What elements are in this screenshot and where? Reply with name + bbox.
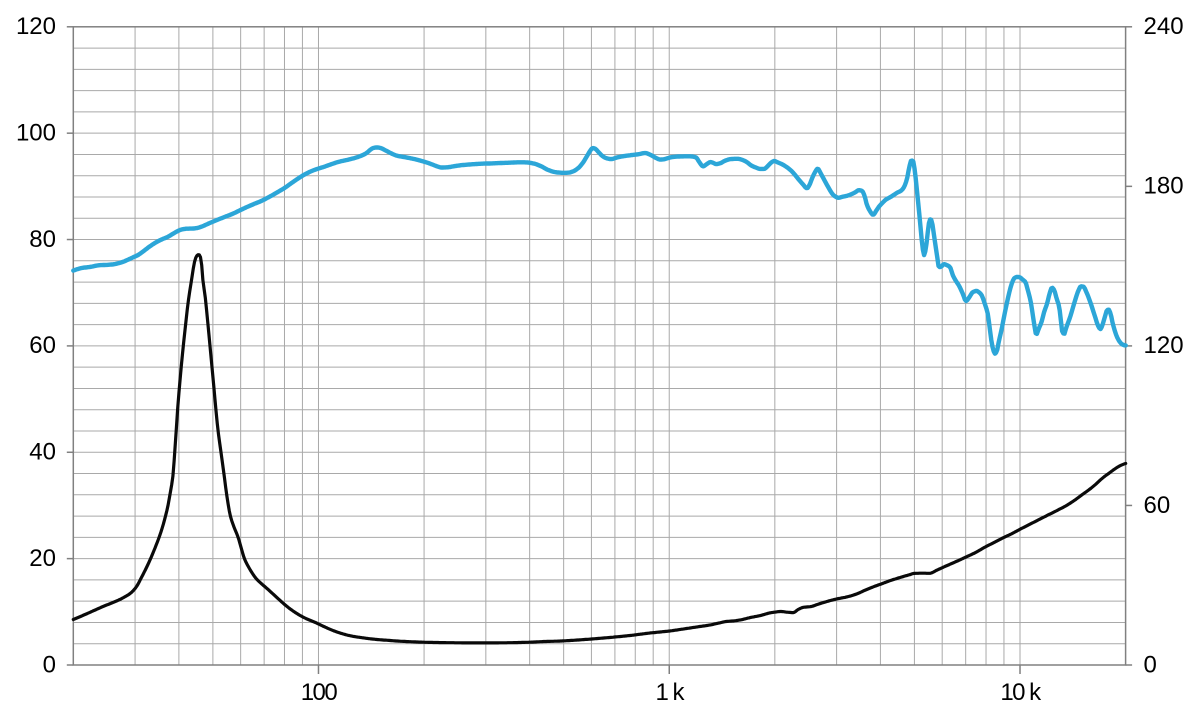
- svg-text:0: 0: [43, 651, 56, 678]
- svg-text:100: 100: [301, 679, 338, 706]
- svg-text:120: 120: [1144, 332, 1184, 359]
- svg-text:1 k: 1 k: [655, 679, 685, 706]
- svg-text:80: 80: [29, 226, 56, 253]
- svg-text:10 k: 10 k: [1000, 679, 1042, 706]
- svg-text:240: 240: [1144, 13, 1184, 40]
- svg-text:120: 120: [16, 13, 56, 40]
- svg-text:40: 40: [29, 439, 56, 466]
- svg-text:60: 60: [1144, 492, 1171, 519]
- svg-text:100: 100: [16, 119, 56, 146]
- svg-text:60: 60: [29, 332, 56, 359]
- svg-text:20: 20: [29, 545, 56, 572]
- svg-text:180: 180: [1144, 173, 1184, 200]
- svg-text:0: 0: [1144, 651, 1157, 678]
